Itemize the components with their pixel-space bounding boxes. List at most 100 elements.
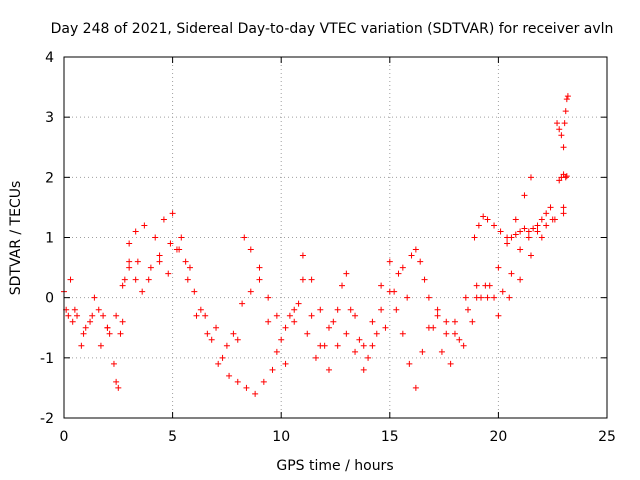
data-point <box>173 246 180 253</box>
data-point <box>360 366 367 373</box>
data-point <box>115 384 122 391</box>
data-point <box>447 360 454 367</box>
data-point <box>443 330 450 337</box>
data-point <box>132 276 139 283</box>
data-point <box>273 312 280 319</box>
data-point <box>78 342 85 349</box>
data-point <box>273 348 280 355</box>
data-point <box>291 318 298 325</box>
data-point <box>126 240 133 247</box>
data-point <box>506 294 513 301</box>
series-track-d <box>471 204 554 241</box>
data-point <box>304 330 311 337</box>
data-point <box>527 174 534 181</box>
data-point <box>312 354 319 361</box>
data-point <box>291 306 298 313</box>
x-tick-label: 25 <box>598 429 616 445</box>
data-point <box>282 324 289 331</box>
series-track-a <box>61 174 534 391</box>
data-point <box>373 330 380 337</box>
data-point <box>451 330 458 337</box>
data-point <box>560 171 567 178</box>
y-axis-ticks: -2 -1 0 1 2 3 4 <box>40 50 607 427</box>
plot-frame <box>63 56 608 419</box>
data-point <box>460 342 467 349</box>
data-point <box>434 312 441 319</box>
data-point <box>184 276 191 283</box>
data-point <box>278 336 285 343</box>
data-point <box>160 216 167 223</box>
data-point <box>443 318 450 325</box>
series-track-e <box>554 93 571 151</box>
x-axis-ticks: 0 5 10 15 20 25 <box>60 57 616 445</box>
data-point <box>560 144 567 151</box>
data-point <box>562 108 569 115</box>
data-point <box>434 306 441 313</box>
data-point <box>226 372 233 379</box>
grid-lines <box>64 57 607 418</box>
data-point <box>495 312 502 319</box>
data-point <box>347 306 354 313</box>
data-point <box>260 378 267 385</box>
data-point <box>419 348 426 355</box>
data-point <box>100 312 107 319</box>
data-point <box>562 174 569 181</box>
y-tick-label: 1 <box>45 231 54 247</box>
data-point <box>554 120 561 127</box>
data-point <box>265 294 272 301</box>
data-point <box>563 173 570 180</box>
data-point <box>404 294 411 301</box>
data-point <box>556 126 563 133</box>
data-point <box>299 276 306 283</box>
data-point <box>239 300 246 307</box>
data-point <box>547 204 554 211</box>
data-point <box>382 324 389 331</box>
data-point <box>141 222 148 229</box>
data-point <box>484 216 491 223</box>
data-point <box>119 282 126 289</box>
data-point <box>106 330 113 337</box>
data-point <box>378 306 385 313</box>
data-point <box>317 306 324 313</box>
data-point <box>186 264 193 271</box>
data-point <box>269 366 276 373</box>
data-point <box>132 228 139 235</box>
data-point <box>139 288 146 295</box>
data-point <box>247 288 254 295</box>
data-point <box>469 318 476 325</box>
data-point <box>456 336 463 343</box>
x-tick-label: 20 <box>489 429 507 445</box>
data-point <box>121 276 128 283</box>
data-point <box>521 192 528 199</box>
data-point <box>369 318 376 325</box>
data-point <box>113 378 120 385</box>
data-point <box>512 231 519 238</box>
data-point <box>330 318 337 325</box>
data-point <box>204 330 211 337</box>
data-point <box>286 312 293 319</box>
data-point <box>360 342 367 349</box>
data-point <box>178 234 185 241</box>
data-point <box>256 276 263 283</box>
data-point <box>234 378 241 385</box>
y-tick-label: 2 <box>45 170 54 186</box>
data-point <box>147 264 154 271</box>
data-point <box>95 306 102 313</box>
data-point <box>421 276 428 283</box>
data-point <box>343 330 350 337</box>
y-tick-label: 0 <box>45 291 54 307</box>
data-point <box>80 330 87 337</box>
data-point <box>430 324 437 331</box>
data-point <box>252 390 259 397</box>
data-point <box>265 318 272 325</box>
data-point <box>282 360 289 367</box>
data-point <box>482 282 489 289</box>
data-point <box>471 234 478 241</box>
data-point <box>325 366 332 373</box>
data-point <box>104 324 111 331</box>
data-point <box>475 222 482 229</box>
y-tick-label: -1 <box>40 351 54 367</box>
data-point <box>560 210 567 217</box>
data-point <box>334 306 341 313</box>
